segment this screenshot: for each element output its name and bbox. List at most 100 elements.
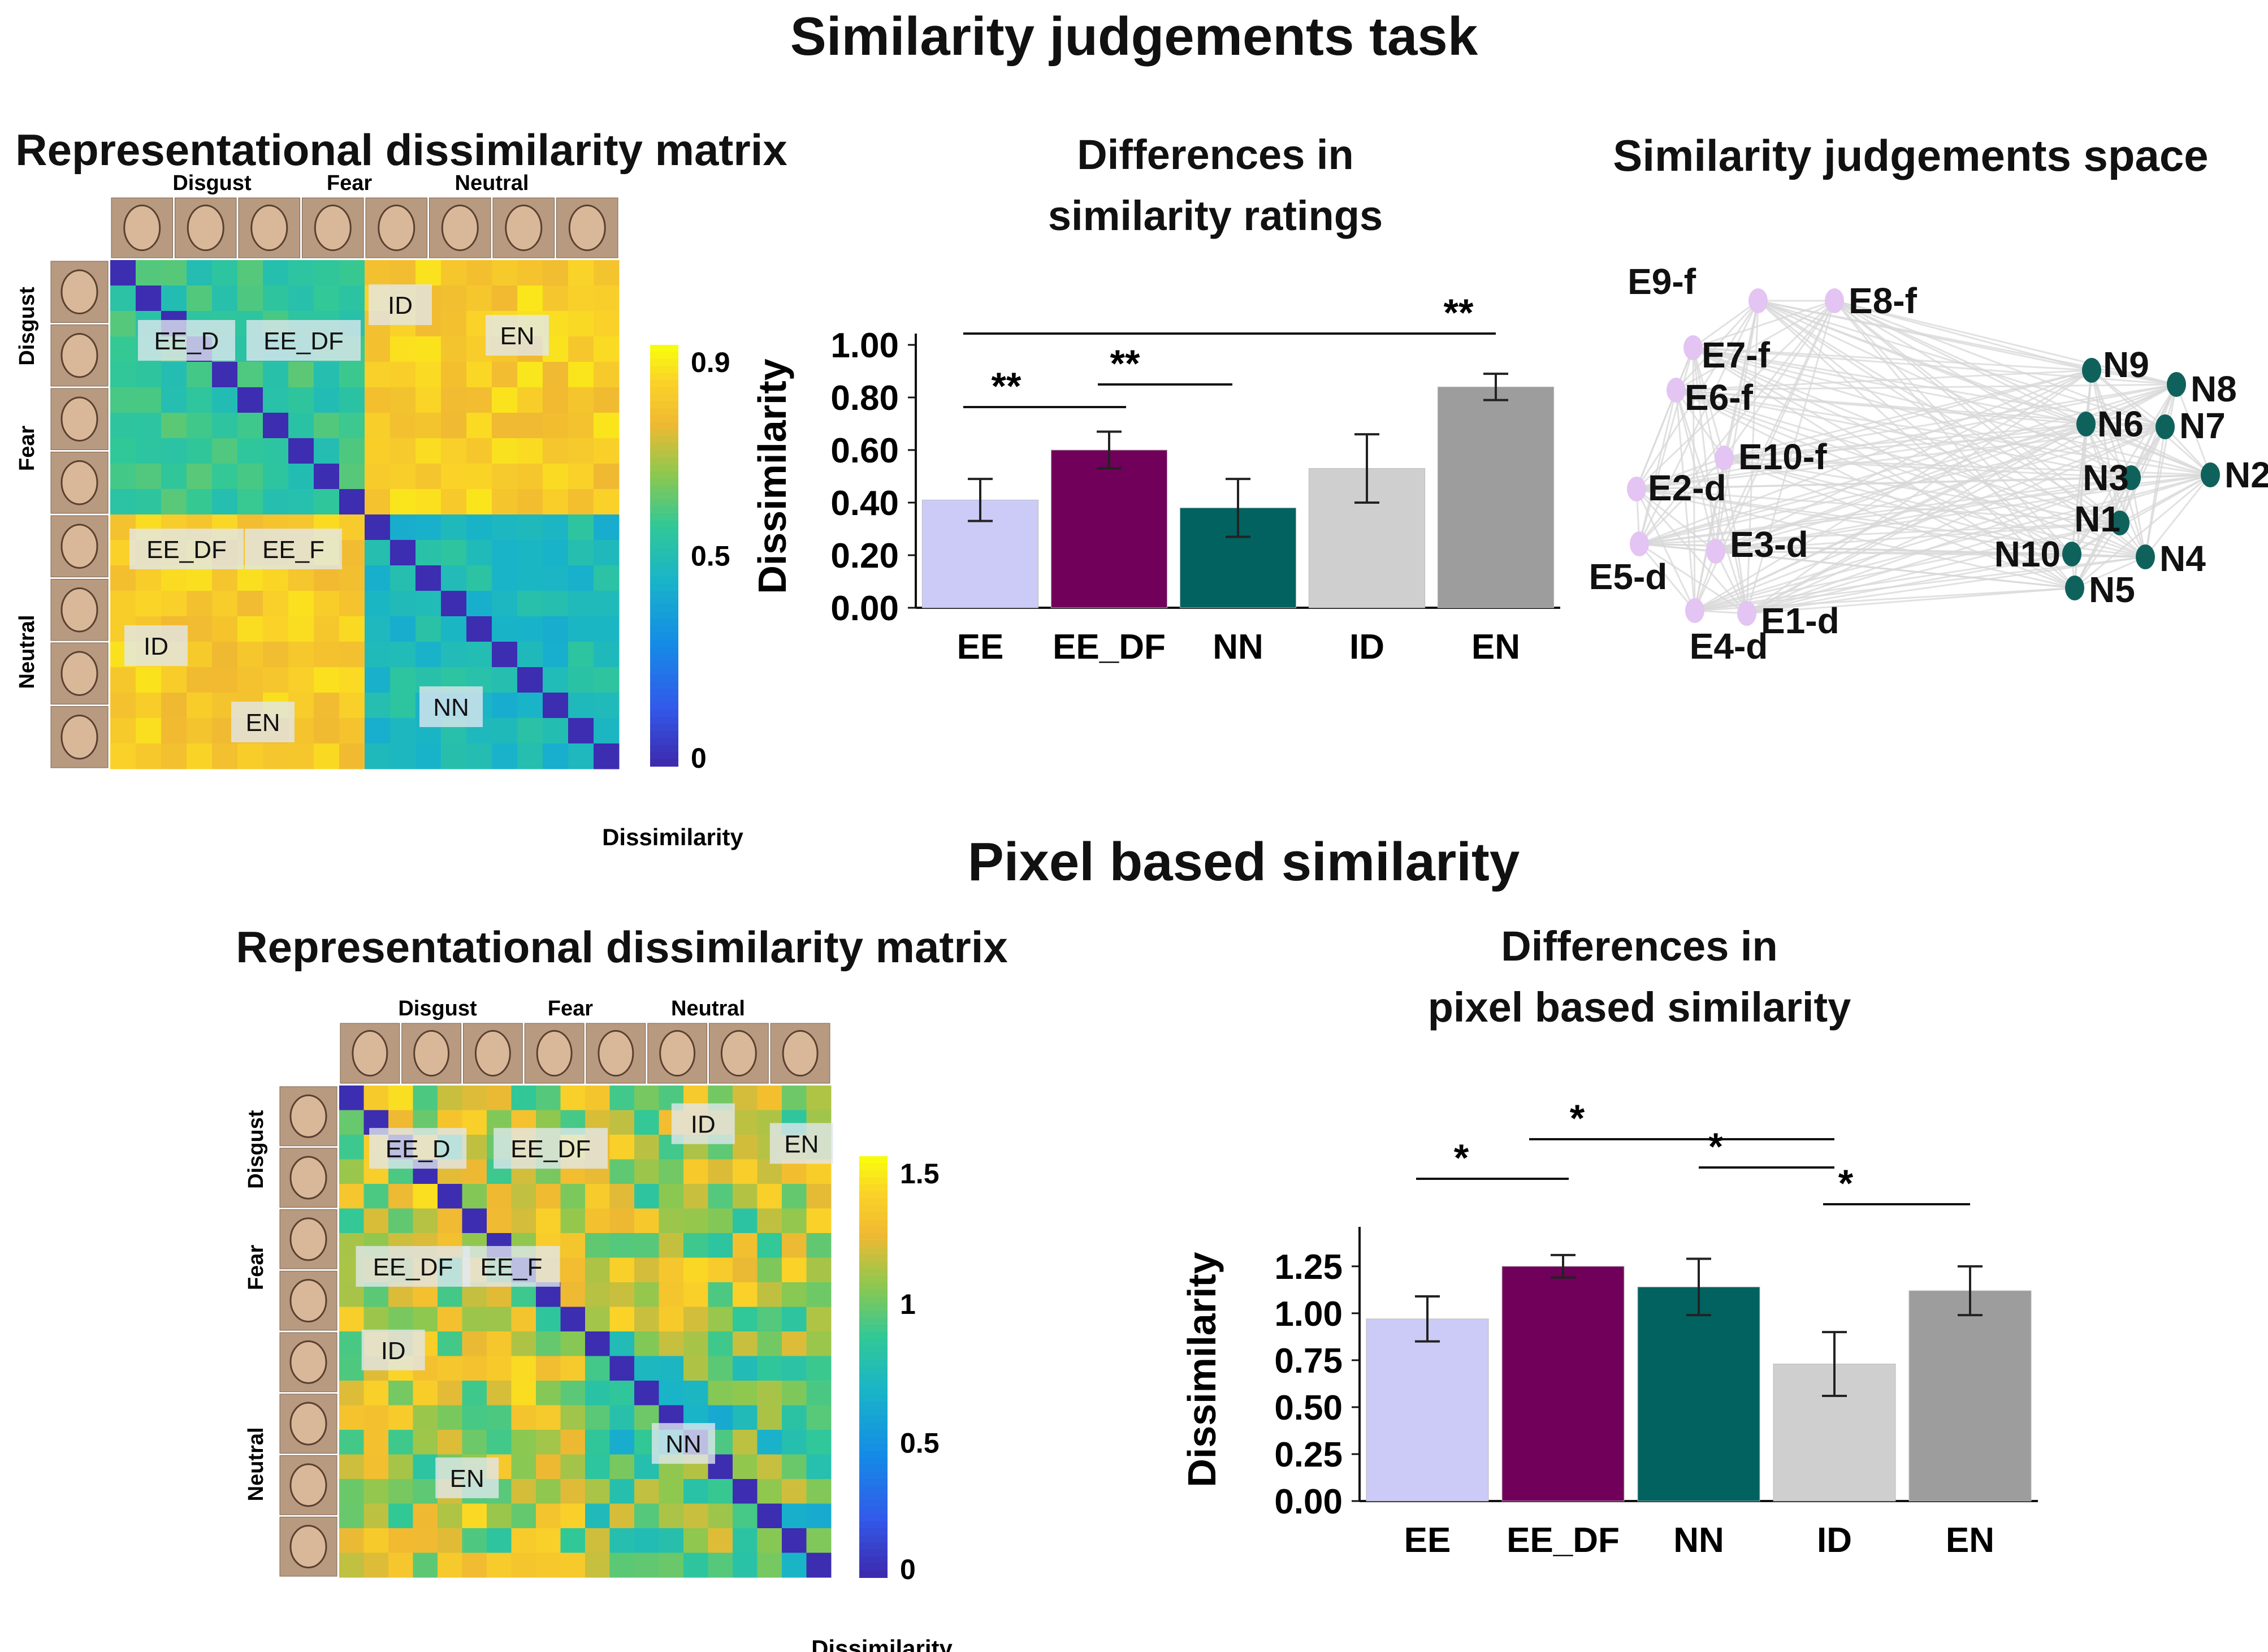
matrix-cell xyxy=(560,1086,586,1110)
matrix-cell xyxy=(110,286,136,312)
matrix-cell xyxy=(187,642,213,668)
matrix-cell xyxy=(263,260,289,286)
matrix-cell xyxy=(782,1086,807,1110)
graph-edge xyxy=(2074,556,2146,589)
matrix-cell xyxy=(517,413,543,439)
colorbar-segment xyxy=(859,1479,888,1487)
matrix-cell xyxy=(161,489,187,515)
face-icon xyxy=(289,1340,327,1384)
colorbar-tick-label: 1 xyxy=(900,1288,916,1320)
matrix-cell xyxy=(441,591,467,617)
colorbar-segment xyxy=(859,1556,888,1564)
colorbar-segment xyxy=(650,745,678,753)
column-group-label: Fear xyxy=(327,171,372,195)
matrix-cell xyxy=(594,565,620,591)
matrix-cell xyxy=(390,413,416,439)
matrix-cell xyxy=(594,464,620,490)
graph-edge xyxy=(2091,369,2166,428)
matrix-cell xyxy=(492,489,518,515)
column-group-label: Neutral xyxy=(455,171,529,195)
colorbar-segment xyxy=(859,1395,888,1403)
colorbar-segment xyxy=(859,1177,888,1185)
matrix-cell xyxy=(415,387,442,413)
matrix-cell xyxy=(363,1552,389,1578)
colorbar-segment xyxy=(650,710,678,718)
matrix-cell xyxy=(543,286,569,312)
matrix-cell xyxy=(212,413,238,439)
matrix-cell xyxy=(237,489,263,515)
emotion-node-label: E2-d xyxy=(1648,468,1726,508)
matrix-cell xyxy=(585,1356,610,1381)
matrix-cell xyxy=(161,693,187,719)
matrix-cell xyxy=(568,413,594,439)
graph-edge xyxy=(1694,423,2087,612)
matrix-cell xyxy=(110,743,136,769)
matrix-cell xyxy=(263,565,289,591)
matrix-cell xyxy=(517,642,543,668)
matrix-cell xyxy=(339,413,365,439)
matrix-cell xyxy=(388,1430,413,1455)
colorbar-segment xyxy=(650,520,678,528)
matrix-cell xyxy=(466,362,492,388)
significance-marker: ** xyxy=(1110,342,1140,385)
colorbar-segment xyxy=(859,1352,888,1361)
colorbar-segment xyxy=(859,1422,888,1431)
matrix-cell xyxy=(136,286,162,312)
face-icon xyxy=(289,1279,327,1323)
matrix-cell xyxy=(683,1159,708,1184)
matrix-cell xyxy=(413,1086,438,1110)
matrix-cell xyxy=(757,1405,782,1430)
x-tick-label: EN xyxy=(1471,628,1520,667)
graph-edge xyxy=(1638,457,1725,545)
matrix-cell xyxy=(708,1356,733,1381)
colorbar-segment xyxy=(650,625,678,634)
region-label: EE_D xyxy=(386,1135,451,1163)
y-tick-label: 0.40 xyxy=(830,484,899,523)
y-axis-label: Dissimilarity xyxy=(750,358,794,594)
matrix-cell xyxy=(492,286,518,312)
matrix-cell xyxy=(136,438,162,464)
matrix-cell xyxy=(263,616,289,642)
graph-edge xyxy=(2091,369,2211,476)
y-tick-label: 0.75 xyxy=(1274,1342,1343,1381)
colorbar-segment xyxy=(650,387,678,395)
colorbar-segment xyxy=(859,1275,888,1283)
matrix-cell xyxy=(543,464,569,490)
matrix-cell xyxy=(683,1381,708,1406)
matrix-cell xyxy=(136,362,162,388)
matrix-cell xyxy=(462,1552,487,1578)
matrix-cell xyxy=(585,1381,610,1406)
matrix-cell xyxy=(609,1356,635,1381)
emotion-node xyxy=(1706,539,1725,564)
matrix-cell xyxy=(390,540,416,566)
region-label: EE_DF xyxy=(373,1253,453,1281)
matrix-cell xyxy=(492,260,518,286)
neutral-node-label: N3 xyxy=(2083,457,2129,498)
matrix-cell xyxy=(568,693,594,719)
colorbar-segment xyxy=(650,422,678,430)
matrix-cell xyxy=(462,1528,487,1553)
matrix-cell xyxy=(415,565,442,591)
matrix-cell xyxy=(466,565,492,591)
face-icon xyxy=(314,204,352,252)
matrix-cell xyxy=(806,1503,832,1529)
matrix-cell xyxy=(757,1479,782,1504)
colorbar-segment xyxy=(859,1282,888,1290)
matrix-cell xyxy=(390,616,416,642)
region-label: ID xyxy=(144,633,168,660)
matrix-cell xyxy=(543,489,569,515)
bar1-title-line2: similarity ratings xyxy=(1048,192,1383,239)
matrix-cell xyxy=(609,1479,635,1504)
graph-edge xyxy=(1694,369,2092,612)
matrix-cell xyxy=(110,565,136,591)
matrix-cell xyxy=(733,1086,758,1110)
matrix-cell xyxy=(212,286,238,312)
matrix-cell xyxy=(634,1110,659,1135)
matrix-cell xyxy=(511,1184,536,1209)
face-icon xyxy=(60,269,98,314)
bar1-title-line1: Differences in xyxy=(1077,131,1354,178)
colorbar-segment xyxy=(859,1268,888,1277)
matrix-cell xyxy=(585,1528,610,1553)
colorbar-segment xyxy=(650,534,678,542)
matrix-cell xyxy=(161,464,187,490)
